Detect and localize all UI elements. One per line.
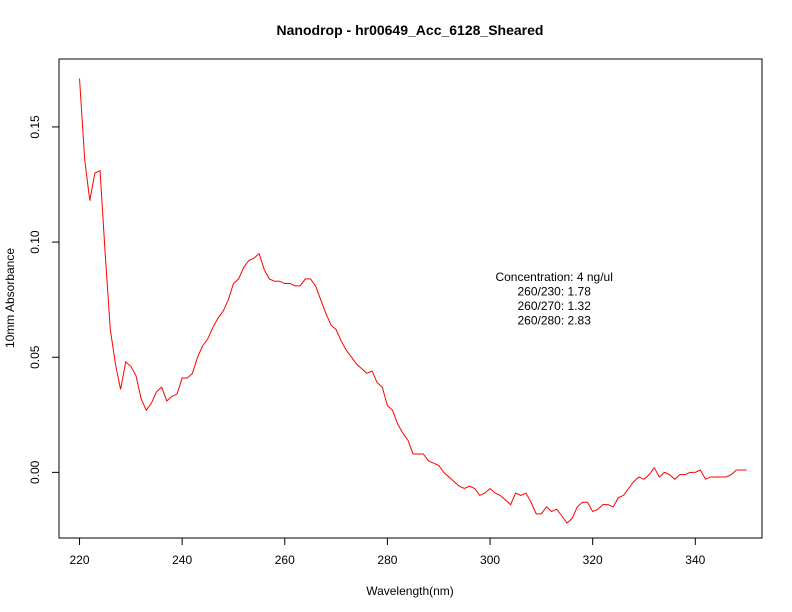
y-axis-label: 10mm Absorbance [3,248,17,348]
annotation-line: Concentration: 4 ng/ul [495,270,612,284]
x-tick-label: 280 [377,553,397,567]
x-tick-label: 240 [172,553,192,567]
x-tick-label: 300 [480,553,500,567]
y-tick-label: 0.05 [28,345,42,369]
plot-frame [58,58,763,539]
y-tick-label: 0.10 [28,230,42,254]
x-tick-label: 260 [275,553,295,567]
annotation-line: 260/230: 1.78 [517,285,591,299]
y-axis: 0.00 0.05 0.10 0.15 [28,115,60,484]
x-tick-label: 320 [583,553,603,567]
chart-title: Nanodrop - hr00649_Acc_6128_Sheared [277,22,544,38]
y-tick-label: 0.00 [28,460,42,484]
x-tick-label: 340 [685,553,705,567]
absorbance-series-line [79,78,747,524]
annotation-line: 260/270: 1.32 [517,299,591,313]
x-tick-label: 220 [70,553,90,567]
x-axis: 220 240 260 280 300 320 340 [70,537,706,567]
y-tick-label: 0.15 [28,115,42,139]
annotation-line: 260/280: 2.83 [517,314,591,328]
x-axis-label: Wavelength(nm) [366,584,454,598]
